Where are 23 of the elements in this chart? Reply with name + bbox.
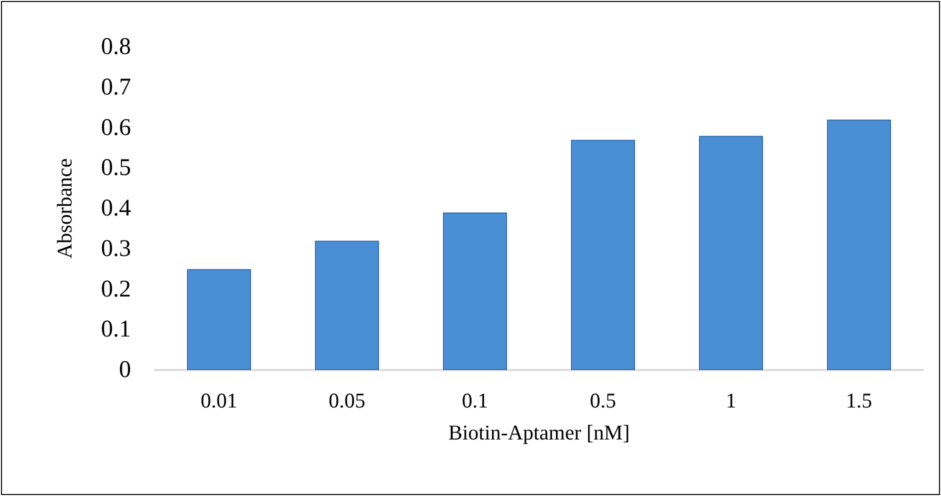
bar (571, 140, 635, 370)
y-tick-label: 0.6 (101, 114, 131, 141)
y-tick-label: 0.8 (101, 34, 131, 60)
x-tick-label: 0.05 (328, 388, 366, 412)
y-tick-label: 0.7 (101, 74, 131, 100)
y-tick-label: 0.2 (101, 276, 131, 302)
x-tick-label: 1.5 (846, 388, 872, 412)
bar (827, 120, 891, 370)
bar (699, 136, 763, 370)
x-axis-title: Biotin-Aptamer [nM] (448, 420, 630, 444)
x-tick-label: 0.01 (200, 388, 238, 412)
x-tick-label: 0.1 (462, 388, 488, 412)
bar (315, 240, 379, 370)
bar (443, 212, 507, 370)
y-tick-label: 0.1 (101, 316, 131, 343)
y-tick-label: 0.4 (101, 196, 131, 222)
bar (187, 269, 251, 370)
y-tick-label: 0.3 (101, 236, 131, 262)
y-axis-title: Absorbance (52, 158, 76, 259)
x-tick-label: 0.5 (590, 388, 616, 412)
y-tick-label: 0.5 (101, 155, 131, 182)
x-tick-label: 1 (726, 388, 736, 412)
y-tick-label: 0 (119, 357, 131, 383)
